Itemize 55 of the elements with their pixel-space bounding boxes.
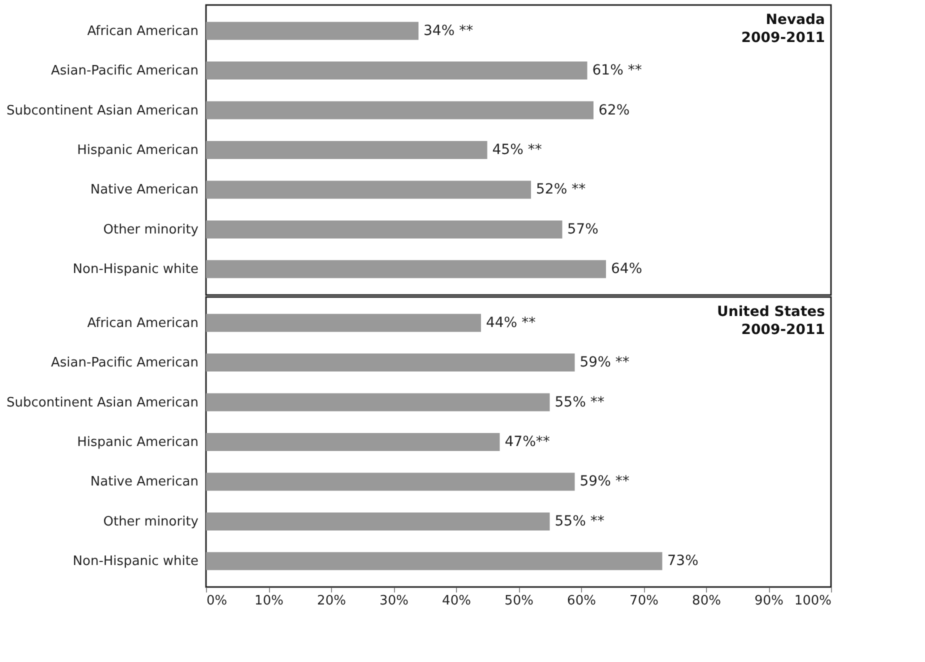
text: United States 2009-2011 [717,304,825,338]
bar [206,433,500,451]
y-tick-label: Native American [90,182,198,198]
x-tick-label: 10% [254,594,284,608]
x-tick-label: 60% [567,594,596,608]
bar [206,393,550,412]
x-tick-label: 100% [794,594,832,608]
bar [206,552,662,570]
bar [206,472,575,491]
bar [206,101,594,120]
data-label: 57% [567,221,598,238]
x-tick-label: 30% [380,594,408,608]
data-label: 73% [667,553,698,570]
data-label: 52% ** [536,182,586,198]
data-label: 55% ** [554,394,604,410]
text: Nevada 2009-2011 [741,12,825,46]
y-tick-label: Native American [90,474,198,490]
bar [206,512,550,530]
x-tick-label: 80% [692,594,721,608]
bar [206,62,588,80]
y-tick-label: Asian-Pacific American [51,356,198,371]
data-label: 59% ** [580,354,630,371]
x-tick-label: 90% [754,594,784,608]
y-tick-label: Other minority [103,514,199,530]
bar [206,180,531,199]
bar [206,260,606,278]
x-tick-label: 20% [317,594,346,608]
data-label: 64% [611,261,642,278]
x-tick-label: 40% [442,594,471,608]
x-tick-label: 0% [206,594,228,608]
data-label: 62% [598,102,630,118]
y-tick-label: African American [87,24,198,39]
y-tick-label: Non-Hispanic white [72,262,198,278]
bar [206,22,418,40]
x-tick-label: 50% [504,594,534,608]
y-tick-label: African American [87,316,198,331]
data-label: 55% ** [554,513,604,530]
y-tick-label: Other minority [103,222,199,238]
y-tick-label: Hispanic American [77,435,198,450]
y-tick-label: Subcontinent Asian American [6,103,198,118]
data-label: 59% ** [580,474,630,490]
data-label: 34% ** [424,22,474,39]
bar [206,354,575,372]
data-label: 44% ** [486,314,536,331]
y-tick-label: Subcontinent Asian American [6,395,198,410]
bar [206,220,562,238]
y-tick-label: Asian-Pacific American [51,64,198,79]
y-tick-label: Hispanic American [77,143,198,158]
bar [206,141,488,159]
data-label: 61% ** [592,62,642,79]
x-tick-label: 70% [630,594,658,608]
bar [206,314,481,332]
y-tick-label: Non-Hispanic white [72,554,198,570]
data-label: 47%** [504,434,550,450]
data-label: 45% ** [492,142,542,158]
